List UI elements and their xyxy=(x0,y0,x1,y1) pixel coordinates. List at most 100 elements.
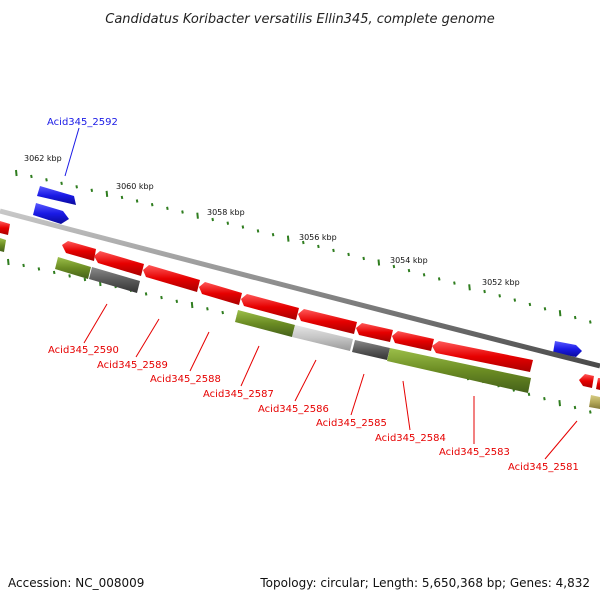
major-tick xyxy=(286,235,290,242)
forward-strand-genes xyxy=(33,186,582,357)
gene-label-2586[interactable]: Acid345_2586 xyxy=(258,404,329,415)
minor-tick xyxy=(144,292,148,296)
minor-tick xyxy=(347,252,350,257)
minor-tick xyxy=(498,294,501,298)
minor-tick xyxy=(437,277,441,281)
minor-tick xyxy=(75,185,78,189)
minor-tick xyxy=(362,256,365,261)
major-tick xyxy=(105,190,109,197)
minor-tick xyxy=(30,174,33,179)
gene-arrow-reverse[interactable] xyxy=(143,265,200,292)
gene-arrow-reverse[interactable] xyxy=(94,251,144,276)
minor-tick xyxy=(52,270,56,275)
minor-tick xyxy=(221,310,224,315)
minor-tick xyxy=(527,392,531,396)
major-tick xyxy=(558,400,561,407)
minor-tick xyxy=(22,263,25,268)
minor-tick xyxy=(453,281,456,285)
gene-arrow-reverse[interactable] xyxy=(356,323,393,342)
scale-label-3058: 3058 kbp xyxy=(207,208,245,217)
gene-arrow-reverse[interactable] xyxy=(298,309,357,334)
minor-tick xyxy=(135,199,139,203)
scale-label-3052: 3052 kbp xyxy=(482,278,520,287)
gene-arrow-reverse[interactable] xyxy=(596,378,600,390)
major-tick xyxy=(7,258,10,266)
gene-label-2589[interactable]: Acid345_2589 xyxy=(97,360,168,371)
gene-label-2581[interactable]: Acid345_2581 xyxy=(508,462,579,473)
gene-arrow-reverse[interactable] xyxy=(0,221,10,235)
gene-label-2584[interactable]: Acid345_2584 xyxy=(375,433,446,444)
cds-bar[interactable] xyxy=(89,267,140,293)
minor-tick xyxy=(543,307,547,311)
scale-ticks-outer xyxy=(15,169,592,324)
cds-bar[interactable] xyxy=(0,238,6,252)
minor-tick xyxy=(120,195,124,200)
minor-tick xyxy=(332,248,335,253)
minor-tick xyxy=(422,273,426,277)
minor-tick xyxy=(271,233,275,237)
cds-bar[interactable] xyxy=(352,340,390,360)
major-tick xyxy=(15,169,18,177)
major-tick xyxy=(377,259,381,266)
minor-tick xyxy=(392,264,396,269)
gene-arrow-reverse[interactable] xyxy=(579,374,594,388)
label-leaders xyxy=(64,127,578,460)
gene-arrow-forward[interactable] xyxy=(33,203,69,224)
minor-tick xyxy=(83,277,87,282)
cds-features xyxy=(0,238,600,409)
gene-label-2585[interactable]: Acid345_2585 xyxy=(316,418,387,429)
major-tick xyxy=(196,212,199,219)
minor-tick xyxy=(166,206,169,210)
minor-tick xyxy=(150,203,154,207)
minor-tick xyxy=(407,268,411,273)
minor-tick xyxy=(175,299,179,303)
minor-tick xyxy=(513,298,517,302)
minor-tick xyxy=(60,181,63,185)
minor-tick xyxy=(160,295,163,300)
minor-tick xyxy=(573,315,577,320)
minor-tick xyxy=(241,225,245,229)
cds-bar[interactable] xyxy=(235,310,295,337)
minor-tick xyxy=(256,229,260,233)
gene-arrow-reverse[interactable] xyxy=(392,331,434,351)
map-title: Candidatus Koribacter versatilis Ellin34… xyxy=(105,12,494,27)
minor-tick xyxy=(211,217,214,222)
cds-bar[interactable] xyxy=(55,257,91,279)
minor-tick xyxy=(181,210,184,214)
gene-label-2583[interactable]: Acid345_2583 xyxy=(439,447,510,458)
genome-backbone xyxy=(0,208,600,369)
scale-label-3056: 3056 kbp xyxy=(299,233,337,242)
gene-arrow-forward[interactable] xyxy=(553,341,582,357)
gene-arrow-forward[interactable] xyxy=(37,186,76,205)
major-tick xyxy=(558,310,562,317)
accession-text: Accession: NC_008009 xyxy=(8,576,145,590)
minor-tick xyxy=(483,289,486,294)
gene-arrow-reverse[interactable] xyxy=(62,241,96,261)
cds-bar[interactable] xyxy=(589,395,600,409)
gene-arrow-reverse[interactable] xyxy=(199,282,242,305)
gene-arrow-reverse[interactable] xyxy=(241,294,299,320)
gene-label-2588[interactable]: Acid345_2588 xyxy=(150,374,221,385)
minor-tick xyxy=(206,307,209,311)
genome-summary-text: Topology: circular; Length: 5,650,368 bp… xyxy=(260,576,590,590)
major-tick xyxy=(468,284,471,291)
cds-bar[interactable] xyxy=(292,325,353,351)
minor-tick xyxy=(226,221,230,225)
gene-arrow-reverse[interactable] xyxy=(432,341,533,372)
scale-label-3054: 3054 kbp xyxy=(390,256,428,265)
scale-label-3062: 3062 kbp xyxy=(24,154,62,163)
minor-tick xyxy=(90,188,94,192)
minor-tick xyxy=(68,274,71,278)
minor-tick xyxy=(589,320,592,324)
scale-label-3060: 3060 kbp xyxy=(116,182,154,191)
gene-label-2590[interactable]: Acid345_2590 xyxy=(48,345,119,356)
gene-label-2592[interactable]: Acid345_2592 xyxy=(47,117,118,128)
gene-label-2587[interactable]: Acid345_2587 xyxy=(203,389,274,400)
minor-tick xyxy=(317,244,320,249)
reverse-strand-genes xyxy=(0,221,600,390)
minor-tick xyxy=(543,397,546,401)
minor-tick xyxy=(528,302,532,307)
cds-bar[interactable] xyxy=(387,348,531,393)
minor-tick xyxy=(302,240,305,245)
